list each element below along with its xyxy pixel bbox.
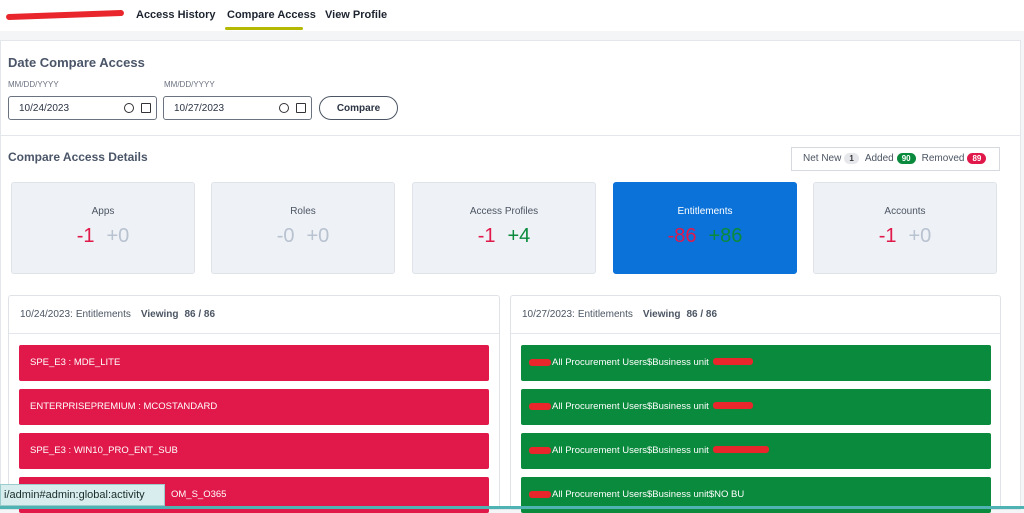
panel-date: 10/24/2023: <box>20 309 73 320</box>
summary-card[interactable]: Apps -1 +0 <box>11 182 195 274</box>
card-label: Accounts <box>884 206 926 217</box>
summary-card[interactable]: Roles -0 +0 <box>211 182 395 274</box>
tab-bar: Access History Compare Access View Profi… <box>0 0 1024 31</box>
removed-count: -1 <box>477 225 496 247</box>
added-count: +0 <box>908 225 932 247</box>
card-numbers: -1 +0 <box>12 225 194 248</box>
removed-count: -0 <box>276 225 295 247</box>
item-label: OM_S_O365 <box>171 489 227 500</box>
tab-active[interactable]: Compare Access <box>227 9 316 21</box>
item-label: All Procurement Users$Business unit <box>552 401 709 412</box>
entitlement-panel: 10/24/2023: Entitlements Viewing 86 / 86 SPE… <box>8 295 500 513</box>
tab[interactable]: Access History <box>136 9 216 21</box>
card-numbers: -1 +4 <box>413 225 595 248</box>
item-label: SPE_E3 : WIN10_PRO_ENT_SUB <box>30 445 178 456</box>
added-item[interactable]: All Procurement Users$Business unit <box>521 345 991 381</box>
card-numbers: -86 +86 <box>614 225 796 248</box>
tab[interactable]: View Profile <box>325 9 388 21</box>
added-item[interactable]: All Procurement Users$Business unit <box>521 433 991 469</box>
date-value: 10/27/2023 <box>174 103 225 114</box>
redaction <box>529 491 551 498</box>
added-item[interactable]: All Procurement Users$Business unit <box>521 389 991 425</box>
item-label: All Procurement Users$Business unit <box>552 357 709 368</box>
added-count: +86 <box>708 225 743 247</box>
details-title: Compare Access Details <box>8 150 148 164</box>
date-input[interactable]: 10/27/2023 <box>163 96 312 120</box>
panel-header: 10/27/2023: Entitlements Viewing 86 / 86 <box>522 309 717 320</box>
legend-label: Removed <box>921 153 965 164</box>
legend-label: Added <box>864 153 894 164</box>
legend-label: Net New <box>803 153 842 164</box>
card-label: Access Profiles <box>469 206 539 217</box>
viewing-count: 86 / 86 <box>184 309 216 320</box>
redaction <box>529 447 551 454</box>
tab-underline <box>225 27 303 30</box>
status-bar: i/admin#admin:global:activity <box>0 484 165 506</box>
legend-count: 89 <box>967 153 987 164</box>
panel-divider <box>511 333 1000 334</box>
summary-card[interactable]: Accounts -1 +0 <box>813 182 997 274</box>
card-label: Apps <box>91 206 115 217</box>
added-count: +0 <box>106 225 130 247</box>
panel-divider <box>9 333 499 334</box>
item-label: SPE_E3 : MDE_LITE <box>30 357 121 368</box>
panel-kind: Entitlements <box>577 309 633 320</box>
viewing-label: Viewing <box>642 309 681 320</box>
removed-item[interactable]: SPE_E3 : WIN10_PRO_ENT_SUB <box>19 433 489 469</box>
divider <box>0 135 1021 136</box>
bottom-bar <box>0 506 1024 509</box>
date-hint: MM/DD/YYYY <box>164 80 215 89</box>
added-count: +0 <box>306 225 330 247</box>
entitlement-panel: 10/27/2023: Entitlements Viewing 86 / 86 All… <box>510 295 1001 513</box>
item-label: All Procurement Users$Business unit <box>552 445 709 456</box>
date-value: 10/24/2023 <box>19 103 70 114</box>
removed-count: -86 <box>667 225 697 247</box>
calendar-icon[interactable] <box>141 103 151 113</box>
date-hint: MM/DD/YYYY <box>8 80 59 89</box>
added-count: +4 <box>507 225 531 247</box>
panel-kind: Entitlements <box>75 309 131 320</box>
card-numbers: -1 +0 <box>814 225 996 248</box>
card-label: Roles <box>290 206 316 217</box>
calendar-icon[interactable] <box>296 103 306 113</box>
redacted-tab[interactable] <box>5 9 125 21</box>
removed-count: -1 <box>76 225 95 247</box>
card-label: Entitlements <box>677 206 733 217</box>
clear-icon[interactable] <box>124 103 134 113</box>
removed-item[interactable]: ENTERPRISEPREMIUM : MCOSTANDARD <box>19 389 489 425</box>
item-label: All Procurement Users$Business unit$NO B… <box>552 489 745 500</box>
summary-card[interactable]: Access Profiles -1 +4 <box>412 182 596 274</box>
date-input[interactable]: 10/24/2023 <box>8 96 157 120</box>
viewing-label: Viewing <box>140 309 179 320</box>
card-numbers: -0 +0 <box>212 225 394 248</box>
legend: Net New 1 Added 90 Removed 89 <box>791 147 1000 171</box>
panel-header: 10/24/2023: Entitlements Viewing 86 / 86 <box>20 309 215 320</box>
compare-button[interactable]: Compare <box>319 96 398 120</box>
clear-icon[interactable] <box>279 103 289 113</box>
summary-card[interactable]: Entitlements -86 +86 <box>613 182 797 274</box>
viewing-count: 86 / 86 <box>686 309 718 320</box>
redaction <box>713 402 753 409</box>
section-title: Date Compare Access <box>8 55 145 70</box>
legend-count: 90 <box>896 153 916 164</box>
removed-item[interactable]: SPE_E3 : MDE_LITE <box>19 345 489 381</box>
removed-count: -1 <box>878 225 897 247</box>
redaction <box>529 359 551 366</box>
redaction <box>713 446 769 453</box>
redaction <box>713 358 753 365</box>
panel-date: 10/27/2023: <box>522 309 575 320</box>
redaction <box>529 403 551 410</box>
legend-count: 1 <box>844 153 859 164</box>
item-label: ENTERPRISEPREMIUM : MCOSTANDARD <box>30 401 218 412</box>
